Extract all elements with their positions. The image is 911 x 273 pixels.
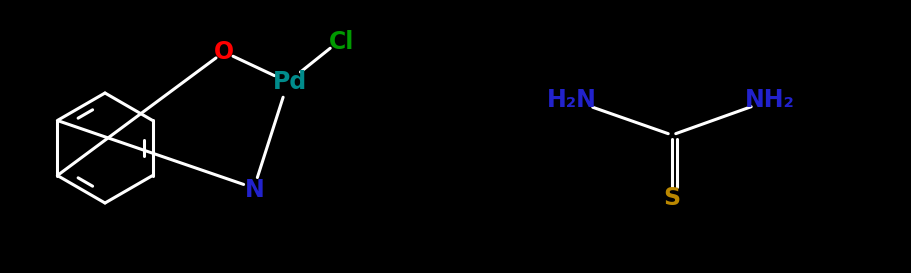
Text: N: N xyxy=(245,178,265,202)
Text: O: O xyxy=(214,40,234,64)
Text: Cl: Cl xyxy=(329,30,354,54)
Text: Pd: Pd xyxy=(273,70,307,94)
Text: H₂N: H₂N xyxy=(548,88,597,112)
Text: NH₂: NH₂ xyxy=(745,88,795,112)
Text: S: S xyxy=(663,186,681,210)
